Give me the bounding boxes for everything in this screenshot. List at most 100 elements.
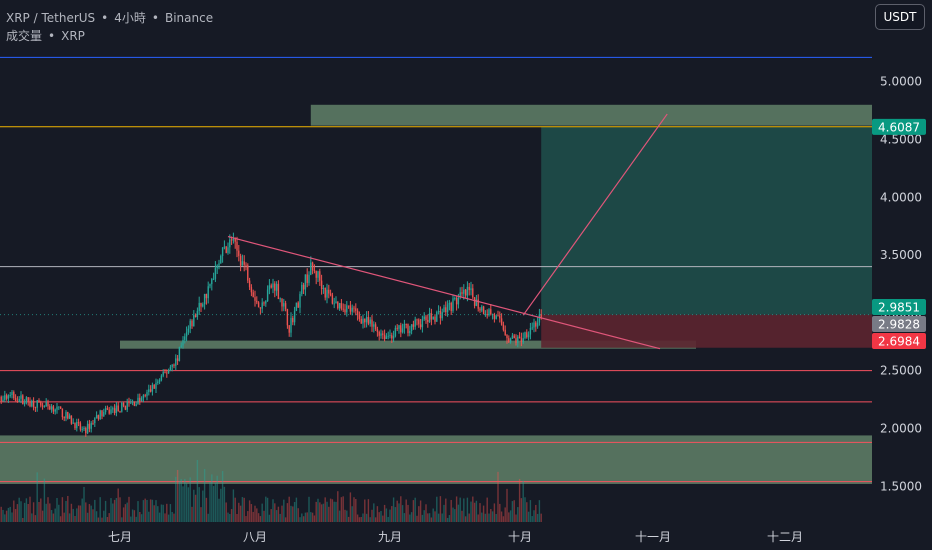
volume-bar-264 — [475, 500, 478, 522]
currency-button[interactable]: USDT — [875, 4, 925, 30]
volume-bar-48 — [86, 512, 89, 522]
candle-body-238 — [428, 313, 431, 322]
candle-body-289 — [520, 338, 523, 343]
interval-label[interactable]: 4小時 — [114, 11, 146, 25]
candle-body-82 — [148, 389, 150, 393]
candle-body-221 — [398, 325, 400, 329]
candle-body-257 — [463, 289, 465, 294]
candle-body-298 — [536, 322, 539, 327]
candle-body-266 — [479, 308, 481, 311]
candle-body-130 — [234, 239, 236, 242]
candle-body-256 — [461, 292, 463, 294]
volume-bar-141 — [254, 505, 256, 522]
volume-bar-200 — [360, 517, 362, 522]
volume-bar-97 — [175, 476, 177, 522]
candle-body-245 — [441, 312, 443, 319]
candle-body-94 — [169, 366, 172, 371]
candle-body-210 — [378, 331, 380, 336]
candle-body-232 — [418, 319, 420, 325]
volume-bar-68 — [122, 507, 125, 522]
volume-bar-77 — [139, 511, 141, 522]
candle-body-192 — [346, 305, 348, 313]
volume-bar-4 — [7, 507, 10, 522]
volume-bar-19 — [34, 515, 37, 522]
volume-bar-69 — [124, 504, 127, 522]
volume-bar-275 — [495, 513, 497, 522]
price-label-3: 2.6984 — [878, 335, 920, 349]
volume-bar-103 — [185, 483, 188, 522]
candle-body-119 — [214, 268, 217, 279]
candle-body-150 — [270, 285, 272, 288]
volume-bar-10 — [18, 497, 20, 522]
candle-body-217 — [391, 335, 393, 339]
candle-body-142 — [256, 300, 258, 303]
volume-bar-63 — [113, 499, 116, 522]
volume-bar-165 — [297, 508, 299, 522]
candle-body-66 — [119, 411, 121, 412]
volume-bar-7 — [13, 500, 15, 522]
volume-bar-93 — [167, 514, 170, 522]
volume-bar-144 — [259, 516, 262, 522]
volume-bar-158 — [284, 517, 287, 522]
candle-body-247 — [445, 307, 447, 313]
volume-bar-192 — [346, 510, 348, 522]
volume-bar-112 — [202, 490, 204, 522]
volume-bar-124 — [223, 486, 226, 522]
volume-bar-71 — [128, 496, 130, 522]
volume-bar-138 — [248, 500, 251, 522]
volume-bar-236 — [425, 504, 427, 522]
volume-bar-70 — [126, 502, 128, 522]
candle-body-140 — [252, 292, 254, 298]
volume-bar-130 — [234, 497, 236, 522]
candle-body-250 — [450, 303, 452, 311]
candle-body-176 — [317, 271, 319, 278]
candle-body-96 — [173, 364, 175, 366]
volume-bar-210 — [378, 512, 380, 522]
candle-body-24 — [43, 406, 46, 407]
candle-body-23 — [41, 405, 44, 407]
volume-bar-114 — [205, 497, 208, 522]
volume-bar-184 — [331, 499, 334, 522]
candle-body-128 — [230, 239, 233, 241]
volume-bar-243 — [437, 513, 440, 522]
candle-body-268 — [482, 306, 485, 315]
candle-body-131 — [236, 241, 238, 251]
volume-indicator-title[interactable]: 成交量 • XRP — [6, 29, 85, 43]
volume-bar-196 — [353, 497, 355, 522]
volume-bar-263 — [473, 502, 476, 522]
volume-bar-288 — [518, 478, 521, 522]
volume-bar-13 — [23, 502, 26, 522]
candle-body-261 — [470, 288, 472, 291]
volume-bar-50 — [90, 505, 92, 522]
candle-body-124 — [223, 246, 226, 248]
candle-body-54 — [97, 415, 100, 420]
candle-body-271 — [488, 309, 490, 316]
y-tick-label-5: 2.5000 — [880, 364, 922, 378]
volume-bar-57 — [103, 510, 105, 522]
candle-body-34 — [61, 408, 64, 418]
candle-body-52 — [94, 418, 96, 424]
volume-bar-197 — [355, 498, 357, 522]
volume-bar-24 — [43, 478, 46, 522]
candle-body-85 — [153, 384, 155, 389]
candle-body-159 — [286, 308, 289, 326]
candle-body-265 — [477, 299, 479, 309]
price-label-2: 2.9828 — [878, 318, 920, 332]
volume-bar-252 — [454, 509, 456, 522]
volume-bar-284 — [511, 501, 514, 522]
candle-body-111 — [200, 302, 202, 307]
symbol-name[interactable]: XRP / TetherUS — [6, 11, 96, 25]
y-tick-label-7: 1.5000 — [880, 479, 922, 493]
volume-bar-56 — [101, 517, 103, 522]
volume-bar-145 — [261, 503, 263, 522]
volume-bar-269 — [484, 513, 487, 522]
candle-body-72 — [130, 402, 132, 404]
volume-bar-227 — [409, 514, 411, 522]
volume-bar-161 — [290, 505, 292, 522]
volume-bar-113 — [203, 469, 206, 522]
volume-bar-234 — [421, 514, 424, 522]
volume-bar-131 — [236, 513, 238, 522]
volume-bar-298 — [536, 513, 539, 522]
y-tick-label-0: 5.0000 — [880, 75, 922, 89]
